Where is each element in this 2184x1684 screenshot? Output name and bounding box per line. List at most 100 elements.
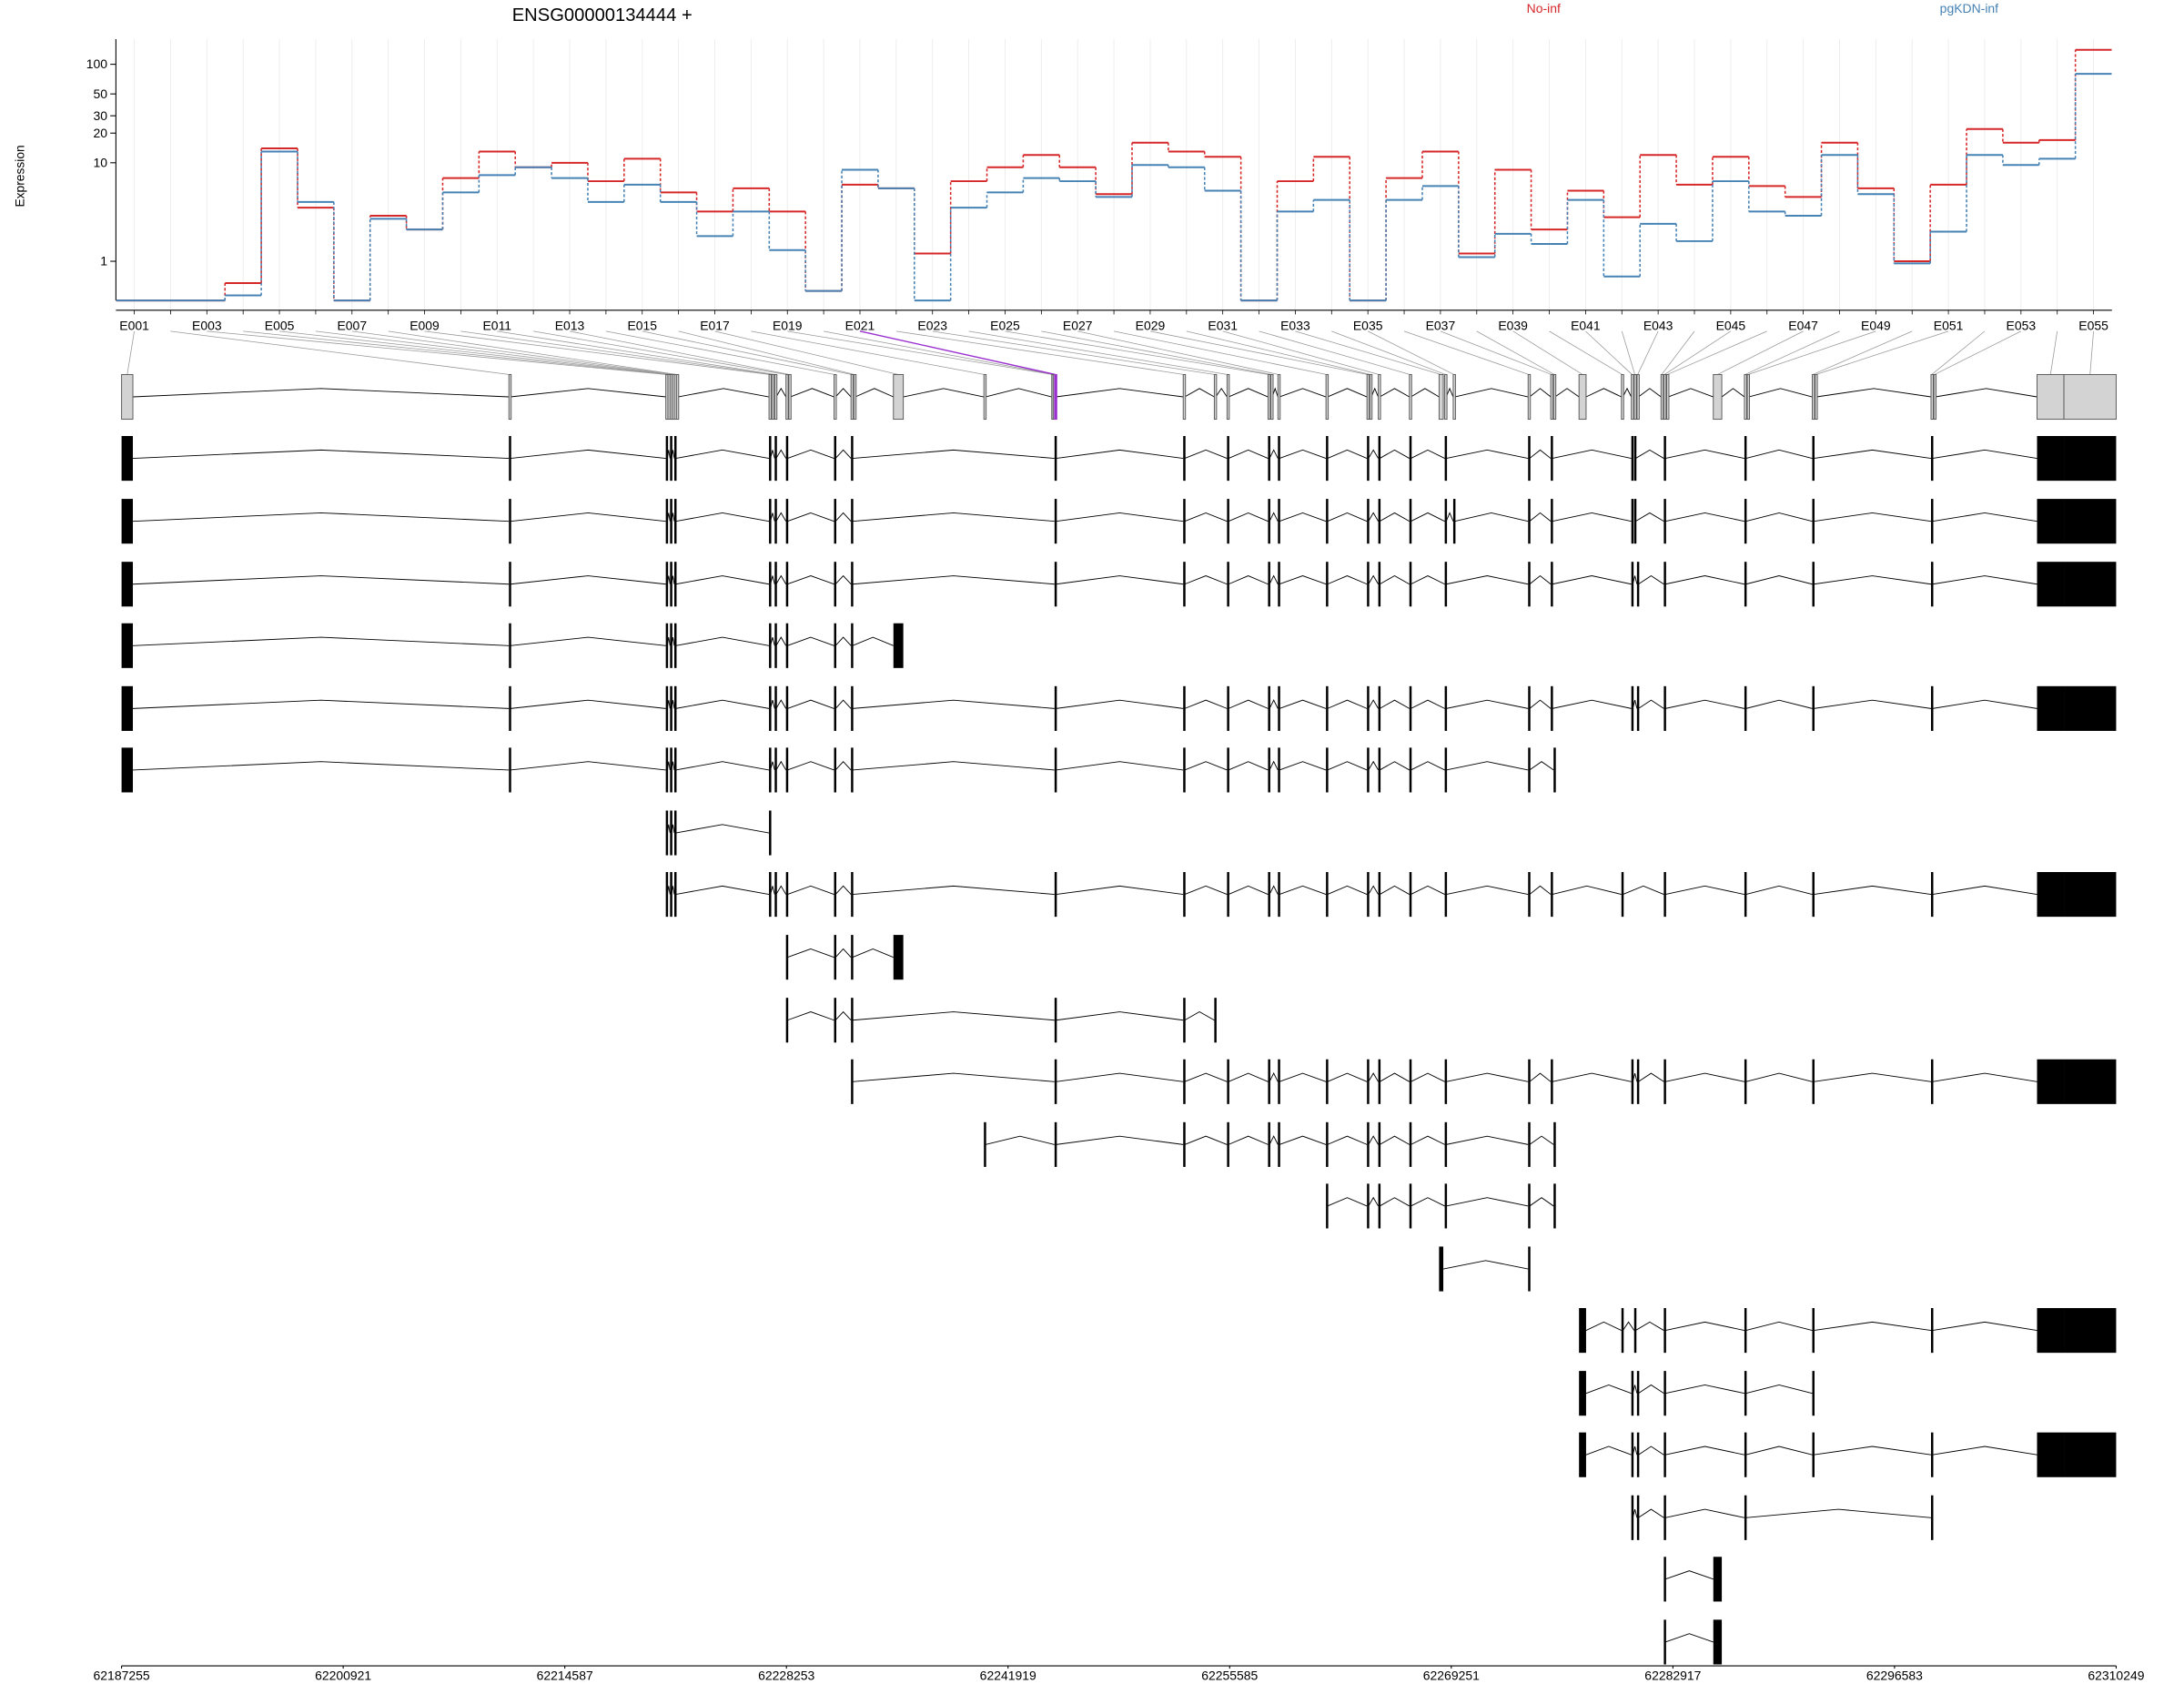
exon-connector [1747,330,1876,375]
exon-connector [1585,330,1633,375]
transcript-exon [1812,499,1815,544]
transcript-exon [665,499,669,544]
exon-connector [126,330,135,375]
intron [1184,449,1228,459]
gene-exon [508,373,512,421]
intron [1228,699,1269,709]
transcript-exon [1054,436,1057,482]
gene-exon [853,373,857,421]
exon-connector [1295,330,1441,375]
transcript-exon [1183,685,1186,731]
intron [1410,1135,1445,1145]
intron [1228,388,1269,398]
intron [834,636,852,646]
intron [1056,1011,1184,1021]
intron [1379,1135,1410,1145]
intron [1664,1570,1714,1580]
intron [1056,512,1184,522]
transcript-exon [1409,436,1412,482]
intron [1327,1072,1368,1082]
exon-connector [207,330,667,375]
intron [1552,449,1632,460]
transcript-exon [1812,1371,1815,1416]
x-tick-label: E045 [1716,318,1746,332]
transcript-exon [1930,1432,1934,1477]
intron [1279,885,1327,896]
transcript-exon [2064,1059,2117,1104]
transcript-exon [670,685,672,731]
transcript-exon [1663,1557,1666,1602]
gene-exon [1267,373,1271,421]
gene-exon [850,373,854,421]
transcript-exon [1444,562,1448,607]
intron [775,387,787,398]
transcript-exon [834,499,837,544]
intron [1269,1072,1279,1082]
transcript-exon [769,562,772,607]
exon-connector [1549,330,1623,375]
transcript-exon [1444,436,1448,482]
gene-exon [771,373,775,421]
transcript-exon [2064,685,2117,731]
exon-connector [315,330,673,375]
transcript-exon [1326,436,1329,482]
transcript-exon [785,499,789,544]
exon-connector [243,330,669,375]
transcript-exon [673,623,677,668]
intron [132,699,510,709]
transcript-exon [1663,436,1666,482]
intron [1745,575,1813,585]
transcript-exon [774,562,777,607]
transcript-exon [1409,685,1412,731]
exon-connector [1331,330,1446,375]
transcript-exon [834,935,837,980]
transcript-exon [1812,685,1815,731]
transcript-exon [665,562,669,607]
gene-exon [1438,373,1444,421]
transcript-exon [1812,1308,1815,1354]
gene-exon [1213,373,1218,421]
transcript-exon [1744,1495,1747,1540]
transcript-exon [769,623,772,668]
intron [1184,885,1228,896]
intron [852,761,1055,771]
transcript-exon [1633,436,1637,482]
exon-connector [533,330,787,375]
intron [1279,512,1327,522]
transcript-exon [1183,499,1186,544]
transcript-exon [1744,436,1747,482]
intron [1745,512,1813,522]
transcript-exon [1439,1246,1444,1292]
transcript-exon [1452,499,1456,544]
transcript-exon [670,747,672,793]
intron [834,885,852,895]
transcript-exon [665,436,669,482]
gene-exon [788,373,792,421]
transcript-exon [1631,1432,1634,1477]
intron [1745,1321,1813,1332]
intron [852,512,1055,522]
transcript-exon [2037,436,2065,482]
intron [834,512,852,522]
intron [1932,1446,2037,1456]
exon-connector [1815,330,1949,375]
gene-exon [1578,373,1587,421]
exon-connector [1222,330,1380,375]
intron [1327,699,1368,709]
transcript-exon [670,562,672,607]
gene-exon [1815,373,1818,421]
transcript-exon [2064,562,2117,607]
transcript-exon [1278,1059,1280,1104]
transcript-exon [2064,872,2117,918]
transcript-exon [1278,1121,1280,1167]
intron [1269,699,1279,709]
transcript-exon [1268,436,1270,482]
transcript-exon [1378,436,1381,482]
transcript-exon [1268,1121,1270,1167]
x-tick-label: E049 [1861,318,1891,332]
gene-exon [1325,373,1330,421]
intron [1529,1135,1554,1145]
transcript-exon [1054,562,1057,607]
intron [1635,512,1664,522]
transcript-exon [1930,1495,1934,1540]
